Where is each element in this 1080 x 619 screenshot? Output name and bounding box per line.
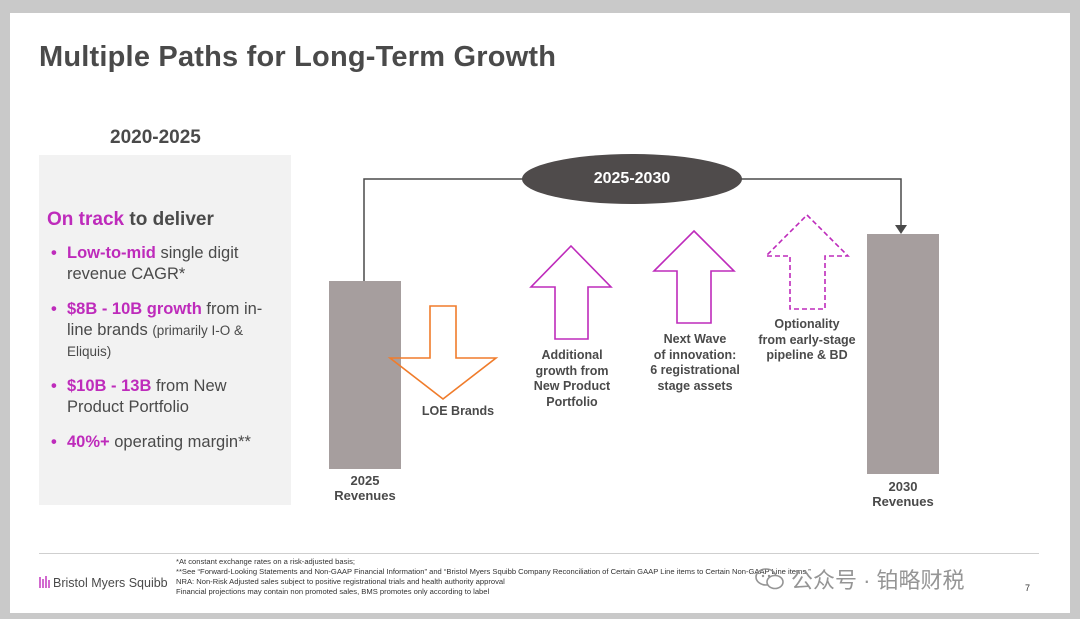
bar-2030-caption: Revenues [872,494,934,509]
caption-line: Portfolio [546,394,598,409]
watermark-text: 公众号 · 铂略财税 [791,568,965,593]
watermark: 公众号 · 铂略财税 [755,563,965,595]
bullet-note: (primarily I-O & Eliquis) [67,323,244,359]
footnote: NRA: Non-Risk Adjusted sales subject to … [176,577,505,586]
caption-line: LOE Brands [421,404,495,418]
panel-heading: On track to deliver [47,209,214,231]
slide-title: Multiple Paths for Long-Term Growth [39,41,557,73]
page-number: 7 [1025,583,1031,593]
bullet-emphasis: $10B - 13B [67,377,152,395]
bullet-emphasis: Low-to-mid [67,244,156,262]
new-product-up-arrow-icon [529,244,613,340]
bullet-text: from New Product Portfolio [67,377,227,416]
bar-2030 [867,234,939,474]
panel-heading-rest: to deliver [124,209,214,230]
caption-line: of innovation: [653,347,737,362]
caption-line: Additional [541,348,603,362]
bullet-text: single digit revenue CAGR* [67,244,239,283]
bullet-dot-icon: • [51,244,57,262]
caption-line: 6 registrational [650,363,740,377]
bar-2025 [329,281,401,469]
wechat-icon [755,568,784,590]
driver-arrows [387,213,850,401]
bullet-item: • $10B - 13B from New Product Portfolio [51,376,287,418]
next-wave-up-arrow-icon [652,229,736,324]
bridge-period-pill: 2025-2030 [522,154,742,204]
bullet-text: from in-line brands [67,300,263,339]
caption-line: New Product [533,379,611,393]
new-product-caption: Additional growth from New Product Portf… [516,348,628,410]
left-period-label: 2020-2025 [110,127,201,148]
footnote: **See “Forward-Looking Statements and No… [176,567,811,576]
bullet-emphasis: $8B - 10B growth [67,300,202,318]
bar-2025-label: 2025 Revenues [320,473,410,503]
summary-bullets: • Low-to-mid single digit revenue CAGR* •… [51,243,287,467]
bms-logo: Bristol Myers Squibb [38,575,168,590]
bar-2030-year: 2030 [888,479,918,494]
bms-logo-icon [39,576,50,588]
bullet-item: • 40%+ operating margin** [51,432,287,453]
bridge-arrowhead-icon [895,225,907,234]
bullet-emphasis: 40%+ [67,433,110,451]
bms-logo-text: Bristol Myers Squibb [53,575,168,590]
caption-line: stage assets [657,378,733,393]
footer-divider [39,553,1039,554]
bar-2025-caption: Revenues [334,488,396,503]
summary-panel: On track to deliver • Low-to-mid single d… [39,155,291,505]
loe-down-arrow-icon [387,305,499,401]
bullet-item: • $8B - 10B growth from in-line brands (p… [51,299,287,362]
caption-line: Optionality [774,317,840,331]
optionality-caption: Optionality from early-stage pipeline & … [748,317,866,364]
loe-caption: LOE Brands [408,404,508,420]
caption-line: growth from [535,363,609,378]
bullet-item: • Low-to-mid single digit revenue CAGR* [51,243,287,285]
footnote: Financial projections may contain non pr… [176,587,490,596]
bullet-text: operating margin** [109,433,251,451]
next-wave-caption: Next Wave of innovation: 6 registrationa… [638,332,752,394]
footnotes: *At constant exchange rates on a risk-ad… [176,557,811,597]
bullet-dot-icon: • [51,433,57,451]
bar-2030-label: 2030 Revenues [858,479,948,509]
footnote: *At constant exchange rates on a risk-ad… [176,557,355,566]
bullet-dot-icon: • [51,377,57,395]
panel-heading-highlight: On track [47,209,125,230]
bar-2025-year: 2025 [350,473,380,488]
bullet-dot-icon: • [51,300,57,318]
caption-line: pipeline & BD [766,348,848,362]
optionality-up-arrow-icon [764,213,850,310]
slide: Multiple Paths for Long-Term Growth 2020… [10,13,1070,613]
caption-line: from early-stage [758,332,856,347]
caption-line: Next Wave [663,332,727,346]
